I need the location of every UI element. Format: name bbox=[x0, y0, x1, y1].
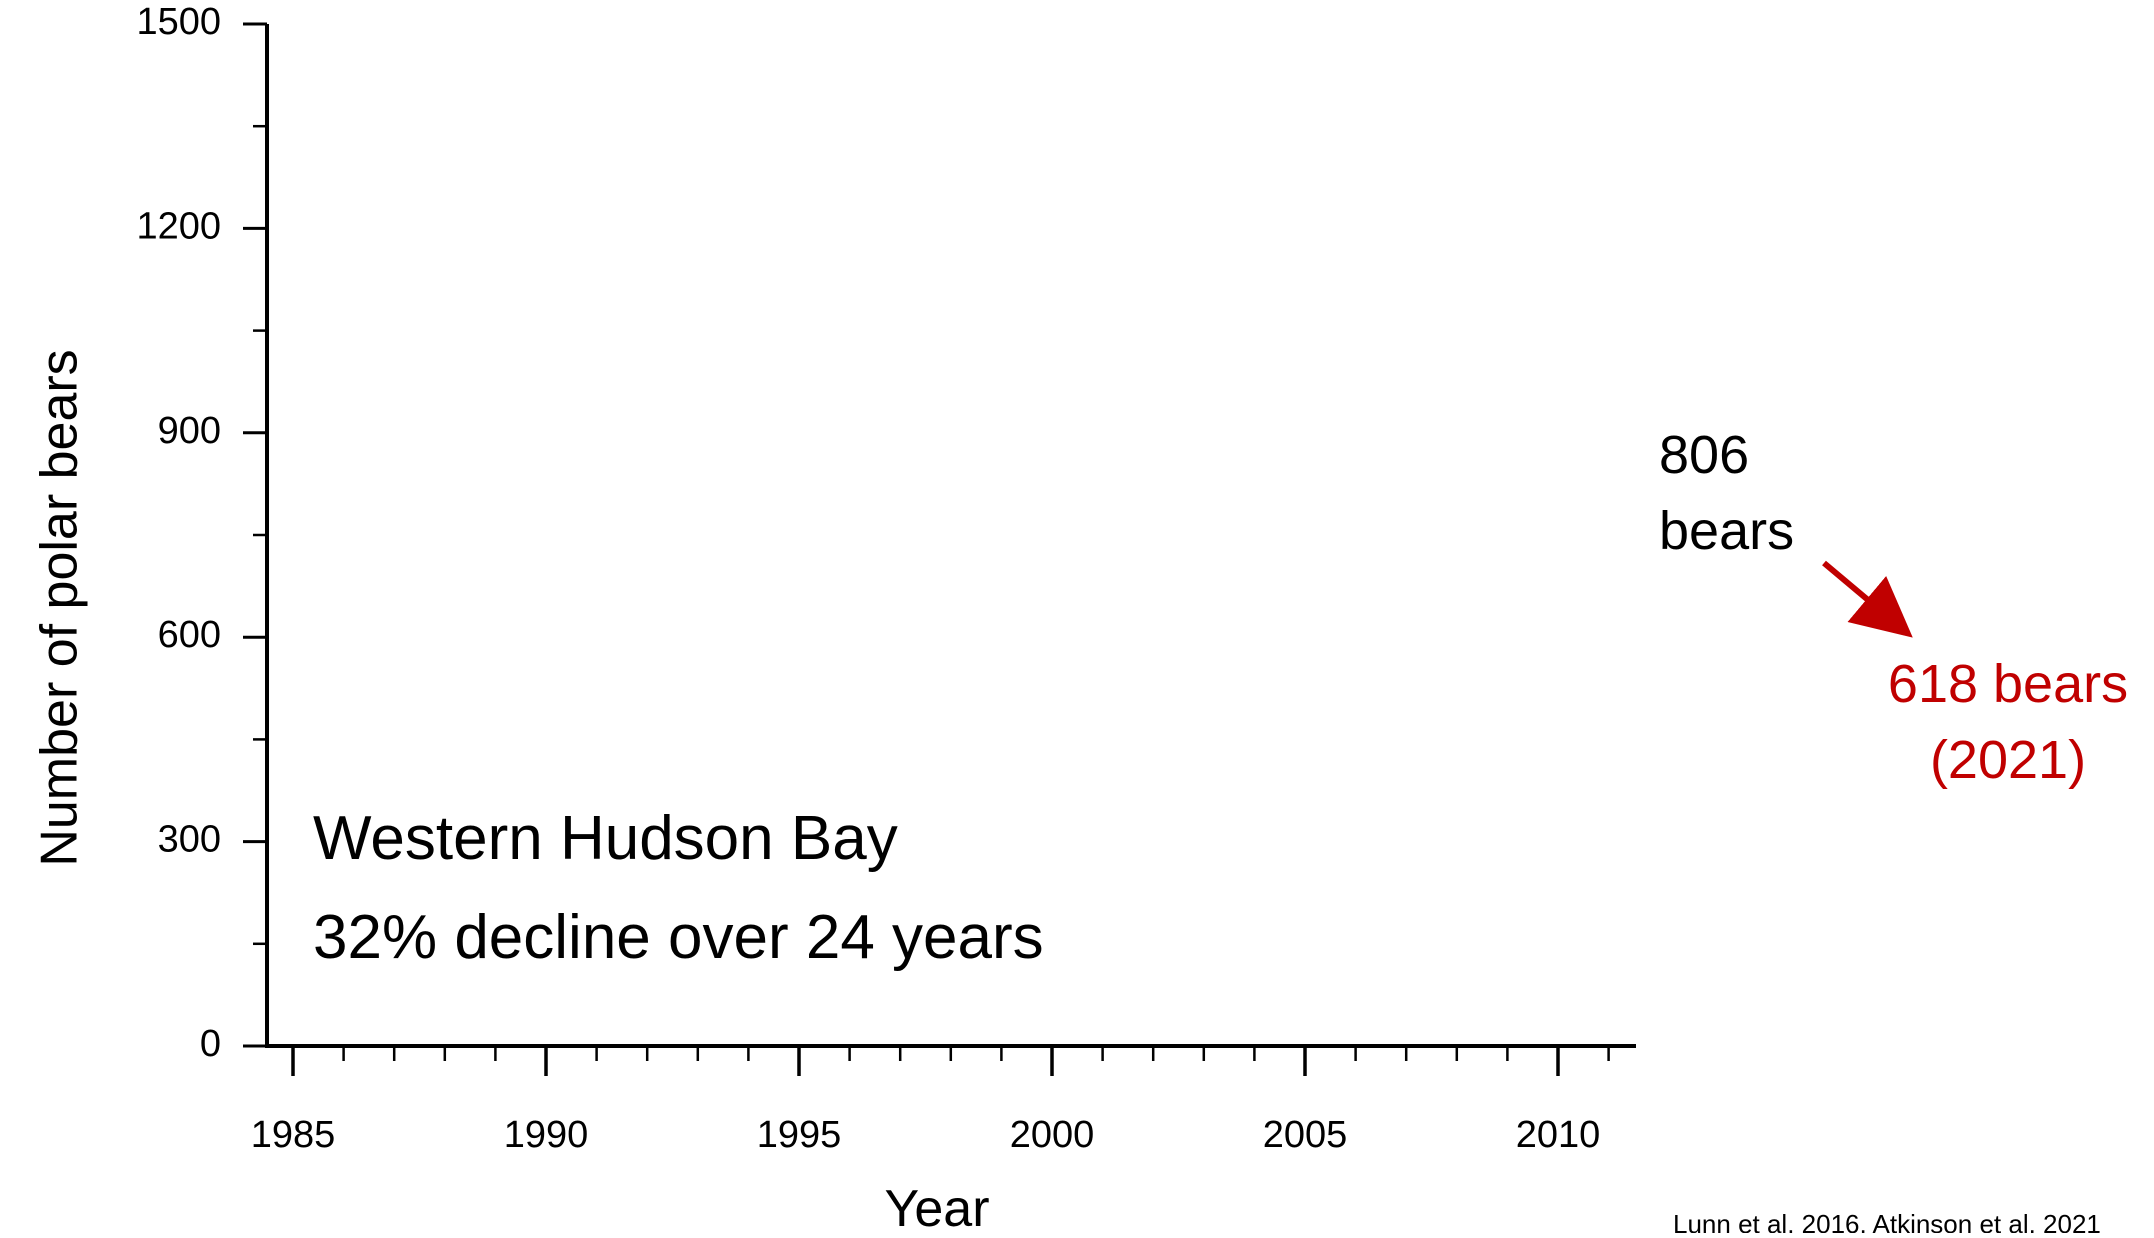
y-axis-label: Number of polar bears bbox=[31, 349, 89, 866]
x-tick-label: 1995 bbox=[757, 1114, 842, 1156]
y-tick-label: 300 bbox=[158, 819, 221, 861]
x-tick-label: 2010 bbox=[1516, 1114, 1601, 1156]
y-tick-label: 1200 bbox=[136, 205, 221, 247]
y-tick-label: 600 bbox=[158, 614, 221, 656]
x-tick-label: 1990 bbox=[504, 1114, 589, 1156]
y-tick-label: 900 bbox=[158, 410, 221, 452]
decline-arrow bbox=[1822, 560, 1913, 638]
x-tick-label: 1985 bbox=[251, 1114, 336, 1156]
region-annotation: Western Hudson Bay bbox=[313, 804, 898, 873]
y-tick-label: 0 bbox=[200, 1023, 221, 1065]
x-axis-ticks: 1985 1990 1995 2000 2005 2010 bbox=[251, 1046, 1610, 1156]
x-tick-label: 2000 bbox=[1010, 1114, 1095, 1156]
count-start-unit: bears bbox=[1659, 501, 1794, 561]
source-citation: Lunn et al. 2016, Atkinson et al. 2021 bbox=[1673, 1209, 2101, 1233]
count-end-year: (2021) bbox=[1930, 730, 2086, 790]
y-axis-ticks: 0 300 600 900 1200 1500 bbox=[136, 1, 267, 1065]
x-tick-label: 2005 bbox=[1263, 1114, 1348, 1156]
axes bbox=[265, 24, 1636, 1048]
count-start-number: 806 bbox=[1659, 425, 1749, 485]
y-tick-label: 1500 bbox=[136, 1, 221, 43]
x-axis-label: Year bbox=[884, 1180, 989, 1233]
count-end: 618 bears bbox=[1888, 654, 2128, 714]
decline-annotation: 32% decline over 24 years bbox=[313, 903, 1044, 972]
